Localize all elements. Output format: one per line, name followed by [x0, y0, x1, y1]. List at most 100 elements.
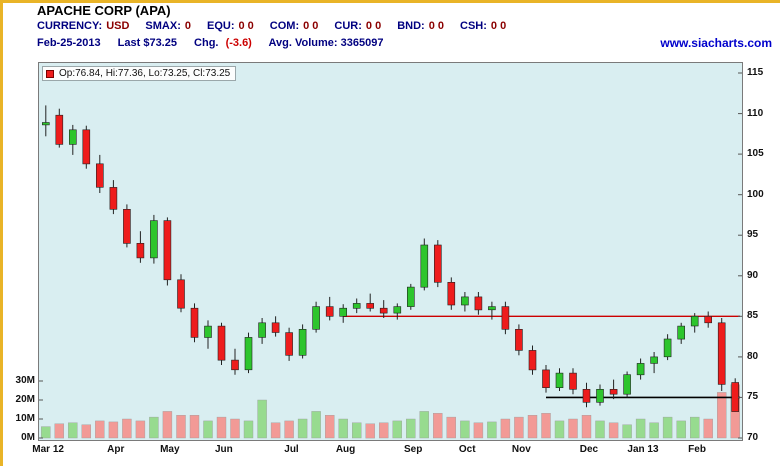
candle-down [177, 279, 185, 309]
header-field-value: 0 [184, 20, 191, 32]
quote-date: Feb-25-2013 [37, 37, 101, 49]
candle-up [352, 303, 361, 309]
header-field-value: 0 0 [428, 20, 445, 32]
candle-up [68, 129, 77, 145]
candle-down [123, 209, 131, 244]
volume-axis-label: 30M [15, 375, 35, 386]
header-field-label: CUR: [334, 20, 362, 32]
candle-down [609, 388, 618, 395]
candle-up [298, 328, 307, 356]
volume-bar [352, 422, 362, 439]
header-field-label: COM: [269, 20, 300, 32]
candle-down [109, 187, 118, 210]
candle-down [474, 296, 483, 311]
candle-up [339, 307, 348, 317]
candle-up [406, 286, 415, 307]
candle-up [555, 372, 564, 389]
price-axis-label: 75 [747, 391, 759, 403]
price-axis-label: 70 [747, 432, 759, 443]
volume-bar [297, 418, 308, 439]
candle-down [136, 243, 145, 259]
candle-down [95, 163, 104, 188]
volume-axis-label: 0M [21, 432, 35, 443]
candle-down [447, 282, 456, 306]
volume-bar [541, 413, 551, 439]
month-axis-label: Feb [688, 444, 706, 455]
legend-text: Op:76.84, Hi:77.36, Lo:73.25, Cl:73.25 [59, 68, 231, 79]
month-axis-label: Sep [403, 444, 423, 455]
candle-up [461, 296, 469, 306]
volume-bar [54, 423, 65, 439]
volume-bar [608, 422, 619, 439]
volume-bar [338, 418, 348, 439]
header-field-1: SMAX: 0 [145, 20, 191, 32]
header-field-0: CURRENCY: USD [37, 20, 129, 32]
volume-bar [690, 416, 700, 439]
header-field-6: CSH: 0 0 [460, 20, 506, 32]
month-axis-label: Apr [107, 444, 125, 455]
volume-bar [649, 422, 659, 439]
candle-up [258, 322, 266, 338]
volume-bar [284, 420, 294, 439]
candle-down [163, 220, 172, 281]
candle-down [582, 388, 591, 403]
candle-down [82, 129, 91, 165]
volume-bar [500, 418, 511, 439]
candle-up [663, 338, 672, 358]
month-axis-label: May [160, 444, 180, 455]
volume-bar [311, 411, 321, 439]
header-field-value: 0 0 [238, 20, 254, 32]
price-axis-label: 90 [747, 269, 759, 281]
candle-down [717, 322, 726, 385]
volume-bar [446, 416, 456, 439]
price-axis-label: 105 [747, 148, 764, 160]
volume-bar [95, 420, 105, 439]
candle-down [515, 328, 523, 351]
volume-bar [257, 399, 267, 439]
quote-chg-label: Chg. [194, 37, 219, 49]
page-title: APACHE CORP (APA) [37, 3, 171, 18]
volume-bar [473, 422, 484, 439]
header-field-3: COM: 0 0 [270, 20, 319, 32]
candle-down [325, 306, 334, 317]
candle-down [366, 303, 375, 309]
volume-bar [581, 415, 592, 439]
volume-bar [41, 426, 51, 439]
volume-bar [460, 420, 470, 439]
month-axis-label: Oct [458, 444, 476, 455]
volume-bar [514, 416, 524, 439]
header-field-label: EQU: [207, 20, 235, 32]
month-axis-label: Nov [511, 444, 531, 455]
price-axis-label: 80 [747, 350, 759, 362]
volume-bar [635, 418, 646, 439]
volume-bar [433, 413, 443, 439]
price-axis-label: 115 [747, 67, 764, 78]
header-field-label: CURRENCY: [37, 20, 103, 32]
frame-border-left [0, 0, 3, 466]
month-axis-label: Jul [284, 444, 299, 455]
siacharts-link[interactable]: www.siacharts.com [660, 36, 772, 50]
volume-bar [81, 424, 91, 439]
volume-bar [243, 420, 254, 439]
candle-down [542, 369, 550, 388]
legend-swatch [46, 69, 54, 78]
header-field-value: 0 0 [490, 20, 507, 32]
volume-bar [568, 418, 578, 439]
candle-down [190, 307, 199, 338]
volume-bar [162, 411, 173, 439]
candle-down [379, 307, 388, 314]
price-axis-label: 85 [747, 310, 759, 322]
volume-bar [622, 424, 632, 439]
month-axis-label: Dec [579, 444, 599, 455]
header-field-4: CUR: 0 0 [334, 20, 381, 32]
candle-up [244, 337, 253, 371]
volume-bar [419, 411, 429, 439]
volume-bar [365, 423, 375, 439]
price-axis-label: 95 [747, 229, 759, 241]
volume-bar [554, 420, 565, 439]
volume-bar [595, 420, 605, 439]
volume-bar [270, 422, 281, 439]
header-field-label: CSH: [460, 20, 487, 32]
header-field-label: SMAX: [145, 20, 181, 32]
